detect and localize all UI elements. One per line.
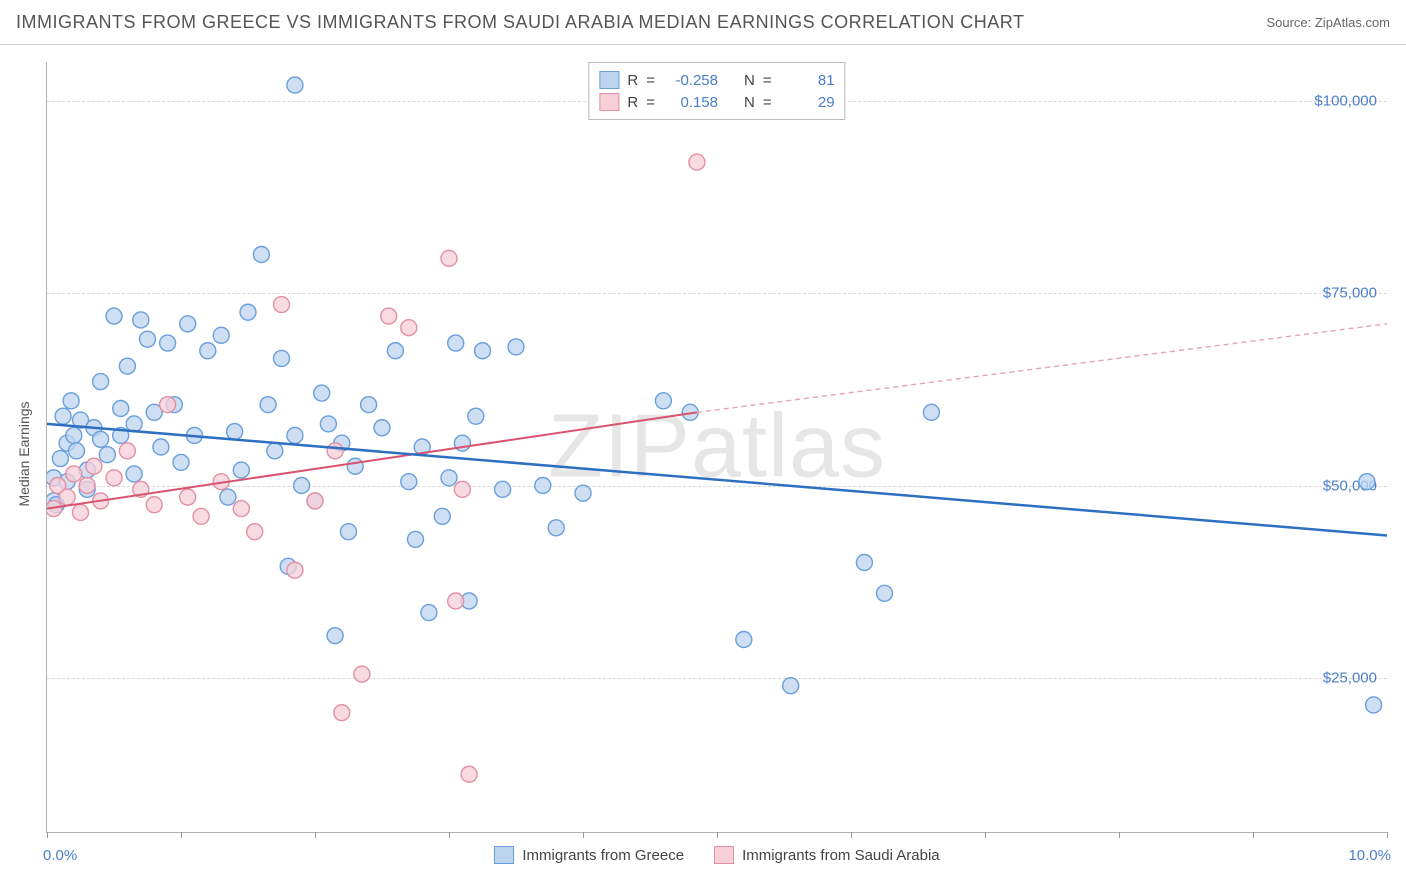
chart-header: IMMIGRANTS FROM GREECE VS IMMIGRANTS FRO… (0, 0, 1406, 45)
r-label: R (627, 72, 638, 89)
legend-row-saudi: R = 0.158 N = 29 (599, 91, 834, 113)
x-tick-0: 0.0% (43, 847, 77, 864)
x-tick (1253, 832, 1254, 838)
x-tick (1387, 832, 1388, 838)
x-tick (47, 832, 48, 838)
legend-swatch-saudi (599, 93, 619, 111)
x-tick (1119, 832, 1120, 838)
chart-title: IMMIGRANTS FROM GREECE VS IMMIGRANTS FRO… (16, 12, 1024, 33)
legend-label-saudi: Immigrants from Saudi Arabia (742, 847, 940, 864)
legend-swatch-greece (599, 71, 619, 89)
x-tick (181, 832, 182, 838)
x-tick-10: 10.0% (1348, 847, 1391, 864)
legend-row-greece: R = -0.258 N = 81 (599, 69, 834, 91)
legend-series: Immigrants from Greece Immigrants from S… (47, 846, 1387, 864)
n-label: N (744, 72, 755, 89)
legend-item-greece: Immigrants from Greece (494, 846, 684, 864)
r-value-saudi: 0.158 (663, 94, 718, 111)
legend-swatch-saudi-bottom (714, 846, 734, 864)
y-axis-label: Median Earnings (16, 401, 32, 506)
x-tick (717, 832, 718, 838)
legend-item-saudi: Immigrants from Saudi Arabia (714, 846, 940, 864)
legend-correlation: R = -0.258 N = 81 R = 0.158 N = 29 (588, 62, 845, 120)
x-tick (315, 832, 316, 838)
source-label: Source: ZipAtlas.com (1266, 15, 1390, 30)
x-tick (583, 832, 584, 838)
x-tick (851, 832, 852, 838)
r-value-greece: -0.258 (663, 72, 718, 89)
x-tick (985, 832, 986, 838)
plot-svg (47, 62, 1387, 832)
x-tick (449, 832, 450, 838)
legend-label-greece: Immigrants from Greece (522, 847, 684, 864)
n-value-greece: 81 (780, 72, 835, 89)
plot-area: ZIPatlas R = -0.258 N = 81 R = 0.158 N =… (46, 62, 1387, 833)
legend-swatch-greece-bottom (494, 846, 514, 864)
n-value-saudi: 29 (780, 94, 835, 111)
